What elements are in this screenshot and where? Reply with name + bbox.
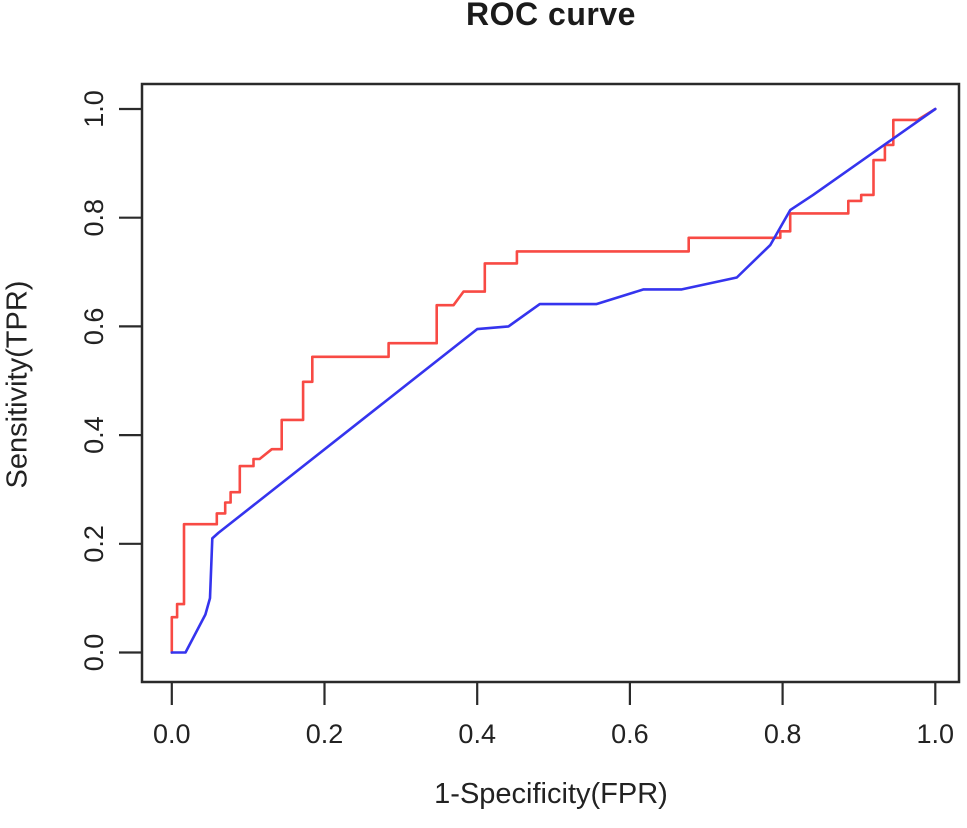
- x-tick-label: 1.0: [917, 719, 955, 749]
- red-roc-curve: [170, 107, 937, 654]
- x-tick-label: 0.4: [458, 719, 496, 749]
- y-tick-label: 1.0: [79, 90, 109, 128]
- x-tick-label: 0.8: [764, 719, 802, 749]
- x-tick-label: 0.2: [306, 719, 344, 749]
- y-tick-label: 0.6: [79, 308, 109, 346]
- y-tick-label: 0.8: [79, 199, 109, 237]
- chart-title: ROC curve: [466, 0, 636, 32]
- plot-box: [140, 82, 961, 684]
- y-tick-label: 0.4: [79, 416, 109, 454]
- y-tick-label: 0.0: [79, 634, 109, 672]
- y-tick-label: 0.2: [79, 525, 109, 563]
- x-axis-label: 1-Specificity(FPR): [434, 778, 668, 810]
- y-axis-label: Sensitivity(TPR): [1, 280, 34, 489]
- blue-roc-curve: [170, 107, 937, 654]
- x-tick-label: 0.0: [153, 719, 191, 749]
- x-tick-label: 0.6: [611, 719, 649, 749]
